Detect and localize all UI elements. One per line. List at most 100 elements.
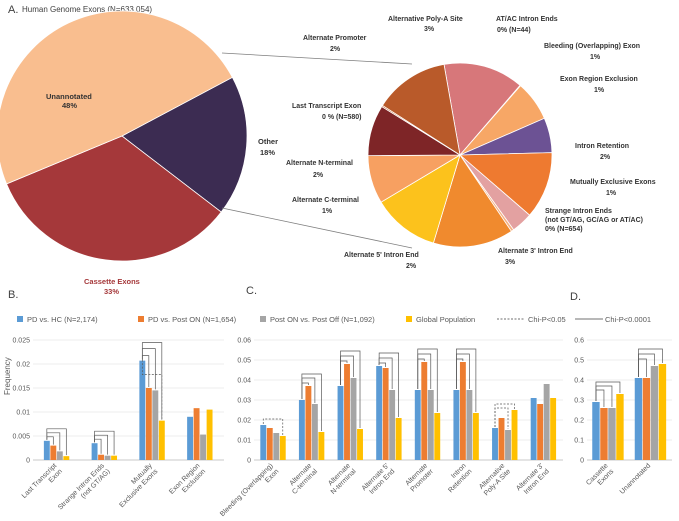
label-cassette-pct: 33% [104,287,119,296]
label-exon-region: Exon Region Exclusion [560,76,638,83]
legend-pd-post-on: PD vs. Post ON (N=1,654) [148,315,237,324]
panel-c-bar-2-0 [337,386,344,460]
panel-c-category-label: AlternatePromoter [404,462,435,493]
panel-c-bar-4-0 [414,390,421,460]
panel-b-bar-0-3 [63,456,70,460]
panel-b-bar-0-1 [50,445,57,460]
panel-c-ytick-label: 0 [247,458,251,465]
panel-c-significance-bracket [340,350,361,428]
panel-d-category-label: CassetteExons [585,462,615,492]
panel-c-significance-bracket [494,407,509,429]
panel-b-ytick-label: 0.025 [12,338,30,345]
panel-c-ytick-label: 0.06 [237,338,251,345]
label-promoter-pct: 2% [330,46,341,53]
panel-d-ytick-label: 0.6 [574,338,584,345]
panel-c-bar-2-1 [344,364,350,460]
panel-c-bar-0-2 [273,433,280,460]
label-mutually-pct: 1% [606,190,617,197]
legend-swatch-post-on-off [260,316,266,322]
panel-c-bar-5-1 [459,362,466,460]
panel-b-bar-1-3 [111,455,118,460]
panel-c-category-label: AlternateN-terminal [324,462,358,496]
panel-c-category-label: AlternateC-terminal [286,462,320,496]
panel-b-category-label: MutuallyExclusive Exons [113,462,160,509]
legend-chi-00001: Chi-P<0.0001 [605,315,651,324]
main-pie-slice-2 [0,10,233,185]
panel-d-ytick-label: 0 [580,458,584,465]
panel-c-bar-0-0 [260,425,267,460]
panel-c-bar-6-1 [498,418,505,460]
label-polya-pct: 3% [424,26,435,33]
main-pie-slice-0 [121,76,248,213]
panel-c-bar-6-2 [505,430,511,460]
panel-d-bar-1-0 [634,378,643,460]
legend-swatch-pd-hc [17,316,23,322]
main-pie-slice-1 [6,135,222,262]
panel-c-bar-5-0 [453,390,460,460]
panel-c-bar-4-3 [434,413,441,460]
panel-d-category-line: Unannotated [619,462,652,495]
panel-d-bar-0-0 [592,402,600,460]
panel-b-significance-bracket [141,359,163,420]
sub-pie-slice-12 [381,63,461,156]
label-alt3: Alternate 3' Intron End [498,248,573,255]
panel-c-bar-1-2 [311,404,318,460]
panel-c-bar-5-2 [466,390,473,460]
label-bleeding: Bleeding (Overlapping) Exon [544,43,640,50]
panel-d-bar-1-3 [658,364,667,460]
label-alt5-pct: 2% [406,263,417,270]
label-cassette: Cassette Exons [84,277,140,286]
panel-d-significance-bracket [595,381,621,401]
panel-c-significance-bracket [301,373,322,431]
pie-connector-bottom [221,207,413,249]
label-alt5: Alternate 5' Intron End [344,252,419,259]
panel-b-bar-2-0 [139,360,146,460]
panel-d-ytick-label: 0.5 [574,358,584,365]
label-atac: AT/AC Intron Ends [496,16,558,23]
label-promoter: Alternate Promoter [303,35,367,42]
panel-c-letter: C. [246,285,257,297]
label-altc-pct: 1% [322,208,333,215]
legend-pd-hc: PD vs. HC (N=2,174) [27,315,98,324]
panel-b-bar-3-2 [200,434,207,460]
panel-c-bar-6-0 [492,428,498,460]
label-intron-ret: Intron Retention [575,143,629,150]
panel-c-bar-3-3 [395,418,402,460]
label-other: Other [258,137,278,146]
panel-b-ytick-label: 0.005 [12,434,30,441]
panel-d-ytick-label: 0.4 [574,378,584,385]
panel-c-chart: 0 0.01 0.02 0.03 0.04 0.05 0.06 Bleeding (Overl… [219,338,563,518]
panel-b-bar-3-0 [187,416,194,460]
panel-b-chart: 0 0.005 0.01 0.015 0.02 0.025 Last TranscriptE… [12,338,224,511]
panel-b-category-label: Last TranscriptExon [21,462,64,505]
sub-pie-slice-0 [443,62,521,156]
panel-b-significance-bracket [46,428,67,456]
panel-c-significance-bracket [417,348,438,412]
panel-a-letter: A. [8,4,18,16]
label-altc: Alternate C-terminal [292,197,359,204]
legend-post-on-off: Post ON vs. Post Off (N=1,092) [270,315,375,324]
label-strange-line2: (not GT/AG, GC/AG or AT/AC) [545,217,643,224]
panel-c-bar-4-1 [421,362,428,460]
panel-c-category-label: Alternate 3'Intron End [515,462,551,498]
panel-c-significance-bracket [456,348,477,412]
panel-b-bar-2-3 [158,420,165,460]
panel-d-bar-1-2 [650,366,659,460]
panel-d-ytick-label: 0.1 [574,438,584,445]
panel-c-bar-7-3 [550,398,557,460]
panel-c-bar-7-0 [530,398,537,460]
panel-c-bar-7-1 [537,404,544,460]
panel-c-bar-6-3 [511,410,518,460]
panel-b-ytick-label: 0.015 [12,386,30,393]
label-atac-pct: 0% (N=44) [497,27,531,34]
panel-d-significance-bracket [638,358,647,377]
label-intron-ret-pct: 2% [600,154,611,161]
label-exon-region-pct: 1% [594,87,605,94]
panel-b-ytick-label: 0.01 [16,410,30,417]
label-unannotated-pct: 48% [62,101,77,110]
panel-d-bar-0-3 [616,394,624,460]
panel-b-bar-3-3 [206,409,213,460]
legend-chi-005: Chi-P<0.05 [528,315,566,324]
legend-global: Global Population [416,315,475,324]
panel-d-bar-0-1 [600,408,608,460]
